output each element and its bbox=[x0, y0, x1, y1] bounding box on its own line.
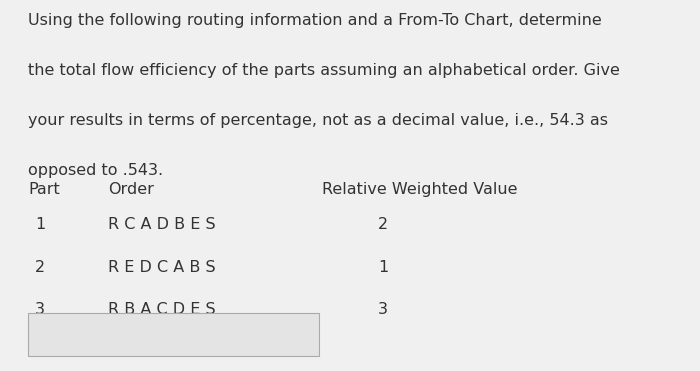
Text: R E D C A B S: R E D C A B S bbox=[108, 260, 216, 275]
Text: the total flow efficiency of the parts assuming an alphabetical order. Give: the total flow efficiency of the parts a… bbox=[28, 63, 620, 78]
Text: Relative Weighted Value: Relative Weighted Value bbox=[322, 182, 517, 197]
Text: 2: 2 bbox=[378, 217, 388, 232]
Text: 2: 2 bbox=[35, 260, 45, 275]
Text: 1: 1 bbox=[35, 217, 46, 232]
Text: 3: 3 bbox=[35, 302, 45, 317]
Text: Order: Order bbox=[108, 182, 155, 197]
Text: your results in terms of percentage, not as a decimal value, i.e., 54.3 as: your results in terms of percentage, not… bbox=[28, 113, 608, 128]
Text: Part: Part bbox=[28, 182, 60, 197]
FancyBboxPatch shape bbox=[28, 313, 318, 356]
Text: opposed to .543.: opposed to .543. bbox=[28, 163, 163, 178]
Text: 1: 1 bbox=[378, 260, 388, 275]
Text: Using the following routing information and a From-To Chart, determine: Using the following routing information … bbox=[28, 13, 602, 28]
Text: R B A C D E S: R B A C D E S bbox=[108, 302, 216, 317]
Text: R C A D B E S: R C A D B E S bbox=[108, 217, 216, 232]
Text: 3: 3 bbox=[378, 302, 388, 317]
